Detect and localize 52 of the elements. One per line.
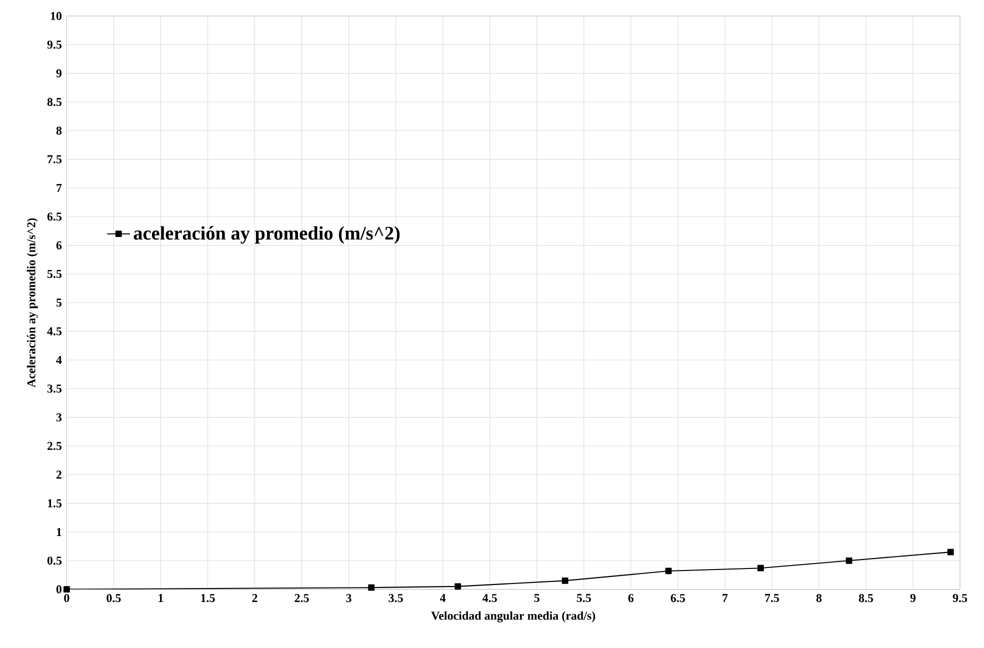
point [757,564,764,572]
x-tick-label: 6.5 [670,594,685,602]
y-tick-label: 6.5 [47,212,62,221]
legend-label: aceleración ay promedio (m/s^2) [134,226,400,244]
point [368,584,375,591]
y-tick-label: 4 [56,356,62,364]
x-tick-label: 3.5 [388,594,403,602]
y-tick-label: 5.5 [47,270,62,278]
y-tick-label: 8 [56,126,62,135]
y-tick-label: 3 [56,413,62,422]
x-tick-label: 8.5 [858,594,874,602]
x-tick-label: 1 [158,594,164,602]
x-tick-label: 2 [252,594,258,602]
y-tick-label: 4.5 [47,327,62,336]
y-tick-label: 0.5 [47,556,62,565]
y-tick-label: 0 [56,585,62,594]
y-tick-label: 2.5 [47,442,62,450]
y-axis-title: Aceleración ay promedio (m/s^2) [26,218,38,388]
y-tick-label: 9 [56,69,62,78]
y-tick-label: 2 [56,470,62,479]
y-tick-label: 8.5 [47,98,62,106]
x-tick-label: 3 [346,594,352,602]
point [947,548,954,556]
x-tick-label: 5 [534,594,540,602]
point [63,586,70,593]
y-tick-label: 10 [50,12,62,20]
y-tick-label: 9.5 [47,40,62,49]
x-tick-label: 2.5 [294,594,309,602]
point [846,557,852,564]
x-tick-label: 5.5 [576,594,591,602]
y-tick-label: 5 [56,298,62,307]
x-axis-title: Velocidad angular media (rad/s) [431,611,596,622]
y-tick-label: 1 [56,528,62,536]
y-tick-label: 7 [56,184,62,192]
x-tick-label: 6 [628,594,634,602]
x-tick-label: 7 [722,594,728,602]
y-tick-label: 7.5 [48,155,62,164]
x-tick-label: 4.5 [482,594,497,602]
x-tick-label: 1.5 [201,594,215,602]
point [665,568,672,574]
point [454,583,462,590]
x-tick-label: 7.5 [765,594,779,602]
y-tick-label: 3.5 [47,384,62,393]
y-tick-label: 1.5 [48,499,62,508]
x-tick-label: 9 [910,594,916,602]
x-tick-label: 8 [816,594,822,602]
x-tick-label: 4 [440,594,446,602]
y-tick-label: 6 [56,241,62,250]
x-tick-label: 9.5 [952,594,968,602]
x-tick-label: 0.5 [106,594,121,602]
x-tick-label: 0 [64,594,70,602]
point [562,578,568,584]
